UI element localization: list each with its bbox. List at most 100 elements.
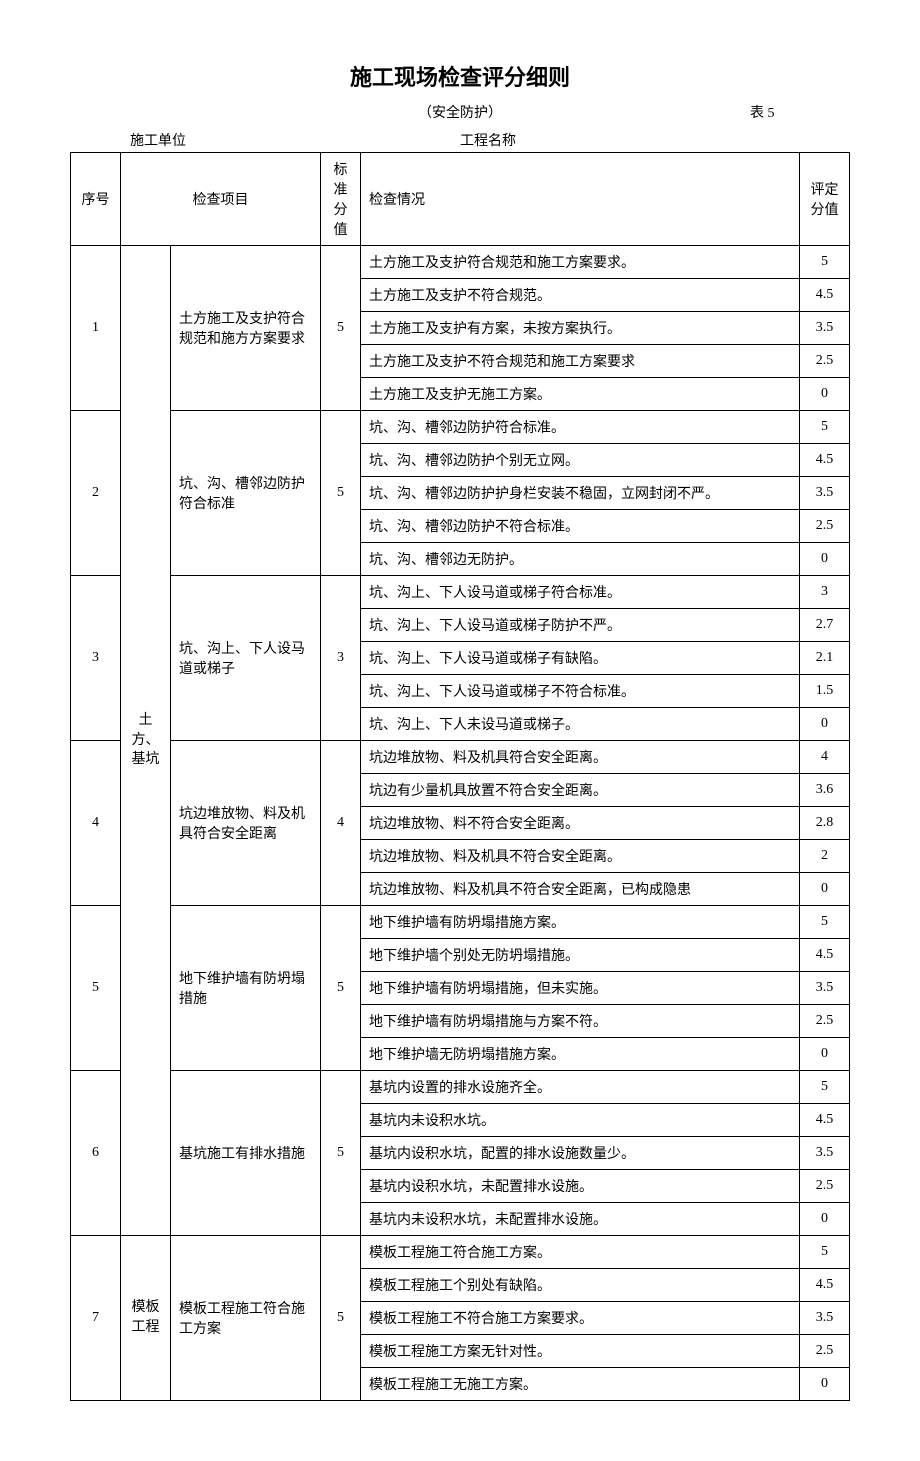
table-row: 1土方、基坑土方施工及支护符合规范和施方方案要求5土方施工及支护符合规范和施工方… [71, 246, 850, 279]
desc-cell: 基坑内设积水坑，未配置排水设施。 [361, 1170, 800, 1203]
table-row: 7模板工程模板工程施工符合施工方案5模板工程施工符合施工方案。5 [71, 1236, 850, 1269]
desc-cell: 基坑内未设积水坑，未配置排水设施。 [361, 1203, 800, 1236]
desc-cell: 地下维护墙无防坍塌措施方案。 [361, 1038, 800, 1071]
seq-cell: 3 [71, 576, 121, 741]
score-cell: 3.5 [800, 972, 850, 1005]
std-score-cell: 5 [321, 246, 361, 411]
header-check-item: 检查项目 [121, 153, 321, 246]
score-cell: 5 [800, 246, 850, 279]
desc-cell: 基坑内设积水坑，配置的排水设施数量少。 [361, 1137, 800, 1170]
score-cell: 2.5 [800, 1335, 850, 1368]
score-cell: 2.5 [800, 345, 850, 378]
header-eval-score: 评定分值 [800, 153, 850, 246]
seq-cell: 2 [71, 411, 121, 576]
std-score-cell: 5 [321, 906, 361, 1071]
score-cell: 2.7 [800, 609, 850, 642]
seq-cell: 4 [71, 741, 121, 906]
score-cell: 4.5 [800, 279, 850, 312]
desc-cell: 模板工程施工方案无针对性。 [361, 1335, 800, 1368]
score-cell: 0 [800, 1038, 850, 1071]
table-header-row: 序号 检查项目 标准分值 检查情况 评定分值 [71, 153, 850, 246]
score-cell: 0 [800, 708, 850, 741]
desc-cell: 模板工程施工个别处有缺陷。 [361, 1269, 800, 1302]
desc-cell: 模板工程施工不符合施工方案要求。 [361, 1302, 800, 1335]
table-row: 3坑、沟上、下人设马道或梯子3坑、沟上、下人设马道或梯子符合标准。3 [71, 576, 850, 609]
item-cell: 土方施工及支护符合规范和施方方案要求 [171, 246, 321, 411]
desc-cell: 地下维护墙有防坍塌措施方案。 [361, 906, 800, 939]
desc-cell: 模板工程施工符合施工方案。 [361, 1236, 800, 1269]
score-cell: 3.5 [800, 1137, 850, 1170]
seq-cell: 6 [71, 1071, 121, 1236]
project-name-label: 工程名称 [460, 130, 850, 150]
score-cell: 4 [800, 741, 850, 774]
desc-cell: 土方施工及支护符合规范和施工方案要求。 [361, 246, 800, 279]
score-cell: 4.5 [800, 444, 850, 477]
score-cell: 5 [800, 1236, 850, 1269]
desc-cell: 地下维护墙有防坍塌措施，但未实施。 [361, 972, 800, 1005]
score-cell: 5 [800, 1071, 850, 1104]
table-row: 2坑、沟、槽邻边防护符合标准5坑、沟、槽邻边防护符合标准。5 [71, 411, 850, 444]
desc-cell: 坑、沟上、下人设马道或梯子防护不严。 [361, 609, 800, 642]
desc-cell: 土方施工及支护有方案，未按方案执行。 [361, 312, 800, 345]
scoring-table: 序号 检查项目 标准分值 检查情况 评定分值 1土方、基坑土方施工及支护符合规范… [70, 152, 850, 1401]
score-cell: 2.5 [800, 1170, 850, 1203]
desc-cell: 基坑内未设积水坑。 [361, 1104, 800, 1137]
desc-cell: 土方施工及支护无施工方案。 [361, 378, 800, 411]
desc-cell: 坑、沟、槽邻边防护护身栏安装不稳固，立网封闭不严。 [361, 477, 800, 510]
desc-cell: 坑、沟、槽邻边防护符合标准。 [361, 411, 800, 444]
score-cell: 2.8 [800, 807, 850, 840]
score-cell: 5 [800, 906, 850, 939]
desc-cell: 坑边堆放物、料及机具不符合安全距离。 [361, 840, 800, 873]
desc-cell: 坑、沟、槽邻边防护不符合标准。 [361, 510, 800, 543]
std-score-cell: 5 [321, 1236, 361, 1401]
score-cell: 4.5 [800, 939, 850, 972]
item-cell: 基坑施工有排水措施 [171, 1071, 321, 1236]
desc-cell: 坑、沟上、下人设马道或梯子符合标准。 [361, 576, 800, 609]
seq-cell: 5 [71, 906, 121, 1071]
score-cell: 2 [800, 840, 850, 873]
score-cell: 4.5 [800, 1269, 850, 1302]
desc-cell: 坑边堆放物、料不符合安全距离。 [361, 807, 800, 840]
table-row: 5地下维护墙有防坍塌措施5地下维护墙有防坍塌措施方案。5 [71, 906, 850, 939]
score-cell: 3.5 [800, 1302, 850, 1335]
header-seq: 序号 [71, 153, 121, 246]
table-row: 6基坑施工有排水措施5基坑内设置的排水设施齐全。5 [71, 1071, 850, 1104]
desc-cell: 地下维护墙有防坍塌措施与方案不符。 [361, 1005, 800, 1038]
item-cell: 模板工程施工符合施工方案 [171, 1236, 321, 1401]
score-cell: 3 [800, 576, 850, 609]
std-score-cell: 4 [321, 741, 361, 906]
page-title: 施工现场检查评分细则 [70, 60, 850, 92]
std-score-cell: 5 [321, 411, 361, 576]
desc-cell: 坑、沟、槽邻边防护个别无立网。 [361, 444, 800, 477]
desc-cell: 坑边有少量机具放置不符合安全距离。 [361, 774, 800, 807]
construction-unit-label: 施工单位 [70, 130, 460, 150]
desc-cell: 土方施工及支护不符合规范和施工方案要求 [361, 345, 800, 378]
score-cell: 3.5 [800, 477, 850, 510]
item-cell: 地下维护墙有防坍塌措施 [171, 906, 321, 1071]
seq-cell: 1 [71, 246, 121, 411]
score-cell: 0 [800, 378, 850, 411]
desc-cell: 坑、沟上、下人未设马道或梯子。 [361, 708, 800, 741]
std-score-cell: 3 [321, 576, 361, 741]
score-cell: 0 [800, 1203, 850, 1236]
desc-cell: 地下维护墙个别处无防坍塌措施。 [361, 939, 800, 972]
item-cell: 坑边堆放物、料及机具符合安全距离 [171, 741, 321, 906]
score-cell: 2.5 [800, 1005, 850, 1038]
score-cell: 2.1 [800, 642, 850, 675]
header-std-score: 标准分值 [321, 153, 361, 246]
header-check-status: 检查情况 [361, 153, 800, 246]
category-cell: 模板工程 [121, 1236, 171, 1401]
desc-cell: 土方施工及支护不符合规范。 [361, 279, 800, 312]
desc-cell: 坑、沟上、下人设马道或梯子有缺陷。 [361, 642, 800, 675]
item-cell: 坑、沟、槽邻边防护符合标准 [171, 411, 321, 576]
std-score-cell: 5 [321, 1071, 361, 1236]
score-cell: 2.5 [800, 510, 850, 543]
table-row: 4坑边堆放物、料及机具符合安全距离4坑边堆放物、料及机具符合安全距离。4 [71, 741, 850, 774]
score-cell: 0 [800, 873, 850, 906]
score-cell: 3.5 [800, 312, 850, 345]
info-row: 施工单位 工程名称 [70, 130, 850, 150]
score-cell: 5 [800, 411, 850, 444]
desc-cell: 坑边堆放物、料及机具不符合安全距离，已构成隐患 [361, 873, 800, 906]
desc-cell: 坑、沟、槽邻边无防护。 [361, 543, 800, 576]
seq-cell: 7 [71, 1236, 121, 1401]
